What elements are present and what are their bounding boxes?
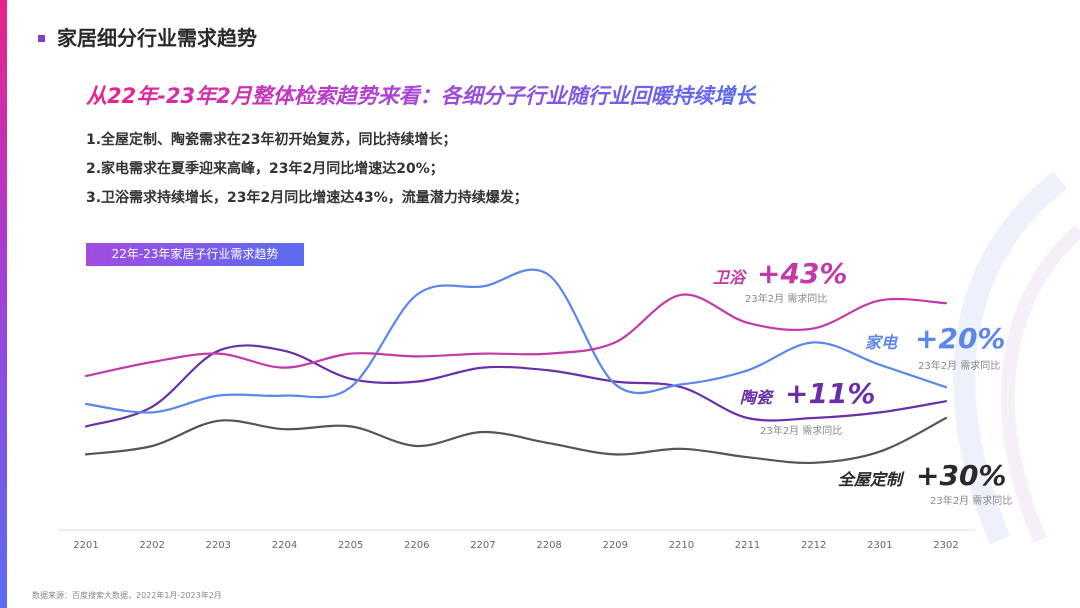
series-note-label: 23年2月 需求同比: [760, 424, 842, 437]
series-line-weiyu: [84, 293, 948, 378]
headline: 从22年-23年2月整体检索趋势来看：各细分子行业随行业回暖持续增长: [86, 80, 756, 110]
x-tick-label: 2201: [73, 540, 98, 551]
series-note-label: 23年2月 需求同比: [930, 494, 1012, 507]
x-tick-label: 2206: [404, 540, 429, 551]
x-tick-label: 2209: [603, 540, 628, 551]
x-tick-label: 2212: [801, 540, 826, 551]
summary-points: 1.全屋定制、陶瓷需求在23年初开始复苏，同比持续增长； 2.家电需求在夏季迎来…: [86, 126, 528, 213]
series-line-jiadian: [84, 268, 948, 414]
x-tick-label: 2202: [139, 540, 164, 551]
series-change-label: +43%: [757, 257, 847, 290]
x-tick-label: 2208: [536, 540, 561, 551]
series-note-label: 23年2月 需求同比: [745, 292, 827, 305]
background-swoosh-decoration: [953, 171, 1080, 545]
series-line-quanwu: [84, 416, 948, 465]
series-name-label: 家电: [865, 333, 899, 352]
x-tick-label: 2302: [933, 540, 958, 551]
left-accent-bar: [0, 0, 7, 608]
series-note-label: 23年2月 需求同比: [918, 359, 1000, 372]
x-tick-label: 2301: [867, 540, 892, 551]
summary-point: 2.家电需求在夏季迎来高峰，23年2月同比增速达20%；: [86, 161, 444, 177]
x-tick-label: 2207: [470, 540, 495, 551]
x-tick-label: 2211: [735, 540, 760, 551]
x-tick-label: 2203: [206, 540, 231, 551]
x-tick-label: 2204: [272, 540, 297, 551]
series-name-label: 陶瓷: [740, 388, 775, 407]
series-change-label: +11%: [785, 377, 875, 410]
summary-point: 1.全屋定制、陶瓷需求在23年初开始复苏，同比持续增长；: [86, 132, 457, 148]
summary-point: 3.卫浴需求持续增长，23年2月同比增速达43%，流量潜力持续爆发；: [86, 190, 528, 206]
x-tick-label: 2205: [338, 540, 363, 551]
series-line-taoci: [84, 344, 948, 428]
series-change-label: +20%: [915, 322, 1005, 355]
x-tick-label: 2210: [669, 540, 694, 551]
section-title: 家居细分行业需求趋势: [38, 22, 257, 51]
series-name-label: 卫浴: [713, 268, 747, 287]
chart-tag: 22年-23年家居子行业需求趋势: [86, 243, 304, 266]
series-name-label: 全屋定制: [838, 470, 905, 489]
section-title-text: 家居细分行业需求趋势: [57, 26, 257, 50]
data-source-footer: 数据来源：百度搜索大数据，2022年1月-2023年2月: [32, 591, 222, 600]
series-change-label: +30%: [916, 459, 1006, 492]
title-bullet-icon: [38, 35, 45, 42]
